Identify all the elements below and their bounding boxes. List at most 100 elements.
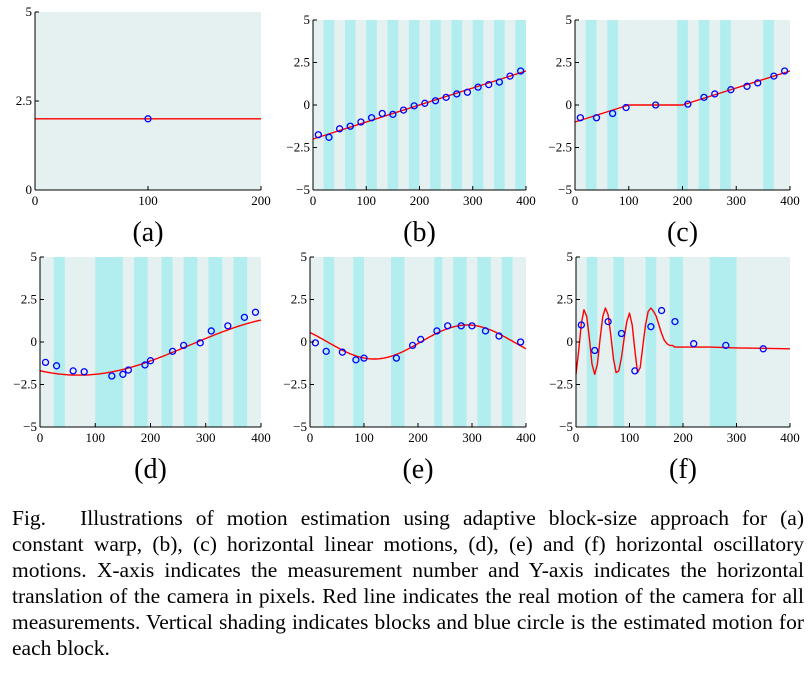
y-tick-label: −2.5	[286, 140, 310, 155]
y-tick-label: −2.5	[283, 377, 307, 392]
y-tick-label: 5	[566, 12, 573, 27]
estimate-point	[392, 354, 401, 362]
plot-area	[35, 12, 261, 190]
caption-label: Fig.	[12, 506, 47, 530]
block-shading	[709, 257, 737, 427]
x-tick-label: 0	[307, 430, 314, 445]
y-tick-label: 5	[301, 249, 308, 264]
estimate-point	[108, 372, 116, 380]
block-shading	[323, 20, 335, 190]
estimate-point	[69, 367, 77, 375]
real-motion-line	[574, 70, 791, 123]
estimate-point	[207, 327, 215, 335]
estimate-point	[314, 131, 322, 139]
chart-panel: −5 −2.5 0 2.5 5 0 100 200 300 400 (c)	[548, 12, 799, 248]
panel-label: (f)	[669, 454, 697, 485]
estimate-point	[722, 341, 730, 350]
estimate-point	[690, 340, 698, 348]
x-tick-label: 200	[251, 193, 271, 208]
block-shading	[501, 257, 513, 427]
block-shading	[586, 257, 598, 427]
block-shading	[645, 257, 657, 427]
x-tick-label: 0	[572, 193, 579, 208]
estimate-point	[325, 133, 333, 141]
estimate-point	[179, 341, 188, 350]
estimate-point	[481, 327, 490, 335]
block-shading	[434, 257, 443, 427]
estimate-point	[453, 90, 461, 98]
estimate-point	[770, 72, 778, 80]
y-tick-label: 0	[304, 97, 311, 112]
estimate-point	[80, 368, 88, 376]
y-tick-label: −2.5	[549, 377, 573, 392]
estimate-point	[647, 323, 655, 331]
block-shading	[607, 20, 618, 190]
estimate-point	[495, 78, 504, 86]
block-shading	[353, 257, 364, 427]
estimate-point	[378, 109, 386, 118]
estimate-point	[485, 80, 493, 89]
estimate-point	[631, 367, 639, 375]
estimate-point	[442, 93, 450, 101]
estimate-point	[360, 354, 368, 362]
x-tick-label: 300	[727, 193, 747, 208]
block-shading	[720, 20, 731, 190]
estimate-point	[604, 317, 612, 326]
block-shading	[698, 20, 710, 190]
estimate-point	[711, 90, 719, 98]
estimate-point	[146, 357, 155, 365]
x-tick-label: 100	[620, 430, 640, 445]
y-tick-label: 0	[301, 334, 308, 349]
estimate-point	[311, 339, 320, 347]
x-tick-label: 400	[516, 430, 536, 445]
estimate-point	[367, 114, 376, 122]
estimate-point	[417, 335, 425, 344]
block-shading	[391, 257, 405, 427]
block-shading	[453, 257, 467, 427]
y-tick-label: 5	[304, 12, 311, 27]
x-tick-label: 300	[462, 430, 482, 445]
estimate-point	[431, 97, 440, 105]
estimate-point	[759, 345, 767, 353]
real-motion-line	[575, 307, 791, 375]
estimate-point	[421, 99, 429, 107]
chart-panel: −5 −2.5 0 2.5 5 0 100 200 300 400 (d)	[13, 249, 270, 485]
estimate-point	[444, 322, 452, 330]
x-tick-label: 400	[251, 430, 271, 445]
estimate-point	[671, 317, 679, 326]
chart-panel: 0 2.5 5 0 100 200 (a)	[16, 4, 271, 248]
block-shading	[95, 257, 123, 427]
x-tick-label: 400	[516, 193, 536, 208]
x-tick-label: 200	[141, 430, 161, 445]
estimate-point	[754, 79, 762, 87]
y-tick-label: −5	[293, 419, 307, 434]
estimate-point	[41, 358, 50, 367]
x-tick-label: 300	[463, 193, 483, 208]
y-tick-label: 2.5	[556, 55, 572, 70]
block-shading	[133, 257, 148, 427]
estimate-point	[591, 346, 599, 355]
estimate-point	[780, 67, 789, 75]
x-tick-label: 200	[673, 430, 693, 445]
figure-caption: Fig. Illustrations of motion estimation u…	[12, 505, 804, 661]
chart-panel: −5 −2.5 0 2.5 5 0 100 200 300 400 (e)	[283, 249, 535, 485]
estimate-point	[457, 322, 465, 330]
estimate-point	[141, 361, 149, 369]
x-tick-label: 100	[138, 193, 158, 208]
x-tick-label: 100	[86, 430, 106, 445]
x-tick-label: 200	[408, 430, 428, 445]
block-shading	[408, 20, 420, 190]
estimate-point	[357, 118, 365, 126]
x-tick-label: 0	[310, 193, 317, 208]
x-tick-label: 300	[196, 430, 216, 445]
block-shading	[477, 257, 491, 427]
block-shading	[183, 257, 198, 427]
block-shading	[208, 257, 223, 427]
panel-label: (d)	[134, 454, 167, 485]
x-tick-label: 100	[357, 193, 377, 208]
block-shading	[613, 257, 625, 427]
x-tick-label: 300	[727, 430, 747, 445]
panel-label: (e)	[402, 454, 433, 485]
estimate-point	[577, 321, 585, 329]
estimate-point	[389, 110, 397, 118]
